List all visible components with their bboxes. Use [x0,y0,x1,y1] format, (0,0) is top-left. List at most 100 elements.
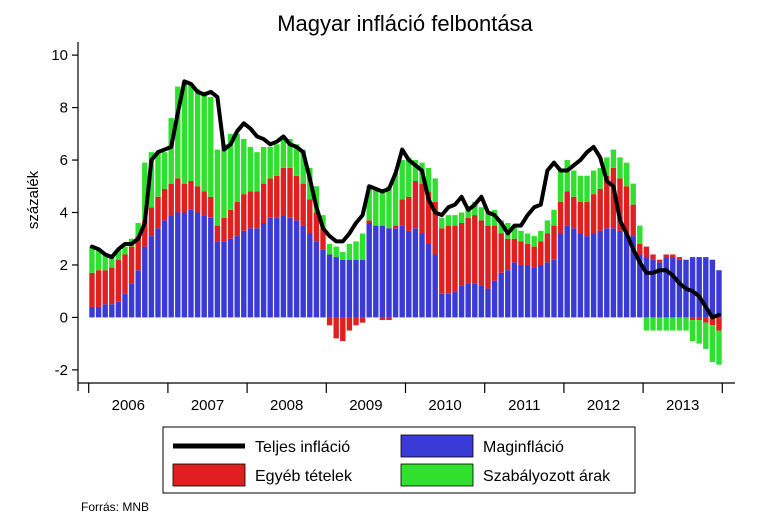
bar-other [491,225,498,281]
bar-other [650,254,656,260]
bar-core [505,270,511,318]
bar-core [122,293,128,318]
bar-regulated [478,207,485,221]
bar-other [188,181,194,210]
bar-regulated [346,243,353,260]
bar-other [472,215,478,284]
bar-regulated [584,175,590,203]
bars-layer [89,81,722,365]
bar-core [386,228,392,318]
bar-other [577,202,584,234]
bar-regulated [524,233,531,244]
bar-other [557,202,564,234]
bar-regulated [425,167,432,192]
bar-core [128,283,135,318]
bar-core [313,241,320,318]
bar-regulated [234,133,240,203]
bar-core [109,304,115,318]
bar-other [485,225,491,289]
bar-other [267,178,273,218]
bar-other [135,236,141,271]
bar-core [696,257,702,318]
bar-other [194,186,201,213]
bar-regulated [518,230,524,242]
bar-regulated [445,215,452,226]
bar-other [584,202,590,237]
bar-other [610,167,617,229]
bar-other [637,243,643,255]
bar-regulated [175,86,181,179]
bar-other [340,317,346,342]
bar-regulated [498,220,504,234]
bar-regulated [571,170,577,197]
bar-regulated [485,212,491,226]
bar-regulated [643,317,650,331]
bar-other [346,317,353,331]
bar-regulated [604,157,610,176]
bar-regulated [432,178,438,203]
bar-core [498,272,504,318]
bar-core [280,215,287,318]
bar-regulated [617,157,623,179]
bar-other [643,246,650,258]
bar-core [346,259,353,318]
bar-other [419,183,425,234]
bar-other [214,225,221,242]
axes-layer: 10 8 6 4 2 0 -2 2006 2007 2008 2009 2010 2011 2012 201… [51,42,735,414]
bar-other [597,188,603,231]
bar-other [617,178,623,231]
bar-regulated [637,225,643,244]
bar-core [181,212,188,318]
bar-core [214,241,221,318]
bar-core [571,228,577,318]
bar-regulated [109,257,115,268]
bar-core [399,225,405,318]
bar-core [392,228,399,318]
x-tick-label: 2009 [349,397,382,414]
bar-other [109,267,115,305]
bar-core [703,257,709,318]
bar-other [333,317,339,339]
bar-other [656,259,663,263]
bar-core [366,222,372,318]
bar-other [326,317,333,326]
legend-swatch [400,463,474,487]
bar-core [491,280,498,318]
bar-regulated [326,243,333,255]
bar-core [637,254,643,318]
bar-other [505,238,511,271]
bar-regulated [201,91,207,192]
bar-core [650,259,656,318]
bar-regulated [168,118,174,184]
bar-core [95,306,102,318]
bar-other [703,317,709,323]
bar-core [267,217,273,318]
bar-regulated [379,188,386,226]
bar-regulated [208,97,214,197]
y-tick-label: 6 [60,152,68,169]
legend-label: Egyéb tételek [255,468,353,485]
bar-other [590,194,597,234]
bar-regulated [115,249,122,260]
bar-core [254,228,260,318]
bar-core [175,212,181,318]
bar-other [452,225,458,292]
bar-other [293,175,300,221]
bar-regulated [663,317,669,331]
bar-other [221,217,227,242]
bar-core [168,215,174,318]
bar-regulated [623,162,630,187]
bar-core [412,228,419,318]
bar-core [201,215,207,318]
bar-regulated [392,173,399,226]
bar-other [115,259,122,302]
bar-core [333,257,339,318]
bar-other [676,257,683,260]
bar-other [564,191,570,226]
bar-other [379,317,386,321]
bar-regulated [696,320,702,344]
bar-core [425,243,432,318]
bar-core [709,259,716,318]
bar-other [181,183,188,213]
bar-core [584,236,590,318]
